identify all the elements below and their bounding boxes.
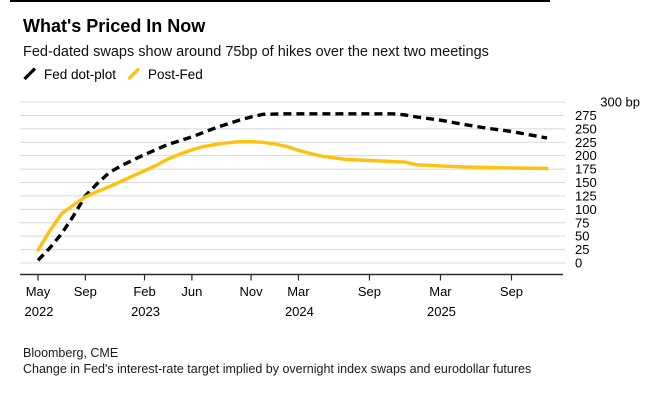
y-axis-label: 0 [575,256,582,271]
footnote: Change in Fed's interest-rate target imp… [23,362,532,376]
legend-item-post-fed: Post-Fed [126,66,203,82]
legend-label-fed-dot-plot: Fed dot-plot [44,66,117,82]
y-axis-top-label: 300 bp [600,95,640,110]
dashed-line-swatch-icon [23,67,37,81]
series-line-post-fed [36,140,549,252]
x-axis-month-label: Nov [240,284,264,299]
legend-label-post-fed: Post-Fed [148,66,203,82]
y-axis-label: 125 [575,188,597,203]
solid-line-swatch-icon [127,67,141,81]
solid-line-swatch-stroke [127,67,141,81]
chart-title: What's Priced In Now [23,16,206,36]
y-axis-label: 225 [575,135,597,150]
y-axis-label: 100 [575,202,597,217]
chart-footer: Bloomberg, CME Change in Fed's interest-… [23,345,531,377]
x-axis-month-label: Jun [181,284,202,299]
x-axis-year-label: 2022 [25,304,54,319]
y-axis-label: 275 [575,108,597,123]
x-axis-month-label: Mar [429,284,452,299]
y-axis-label: 150 [575,175,597,190]
y-axis-label: 200 [575,148,597,163]
top-rule [10,0,550,2]
x-axis-month-label: Sep [74,284,97,299]
x-axis-month-label: Sep [358,284,381,299]
x-axis-year-label: 2025 [427,304,456,319]
series-line-fed-dot-plot [36,112,548,262]
y-axis-label: 175 [575,162,597,177]
dashed-line-swatch-stroke [23,67,37,81]
x-axis-month-label: Feb [133,284,155,299]
x-axis-year-label: 2024 [285,304,314,319]
y-axis-label: 50 [575,229,589,244]
chart-subtitle: Fed-dated swaps show around 75bp of hike… [23,44,489,60]
legend-item-fed-dot-plot: Fed dot-plot [22,66,116,82]
x-axis-month-label: Sep [500,284,523,299]
x-axis-year-label: 2023 [131,304,160,319]
y-axis-label: 250 [575,121,597,136]
y-axis-label: 75 [575,215,589,230]
legend: Fed dot-plot Post-Fed [22,66,203,82]
x-axis-month-label: May [26,284,51,299]
x-axis-month-label: Mar [287,284,310,299]
source-line: Bloomberg, CME [23,346,119,360]
y-axis-label: 25 [575,242,589,257]
